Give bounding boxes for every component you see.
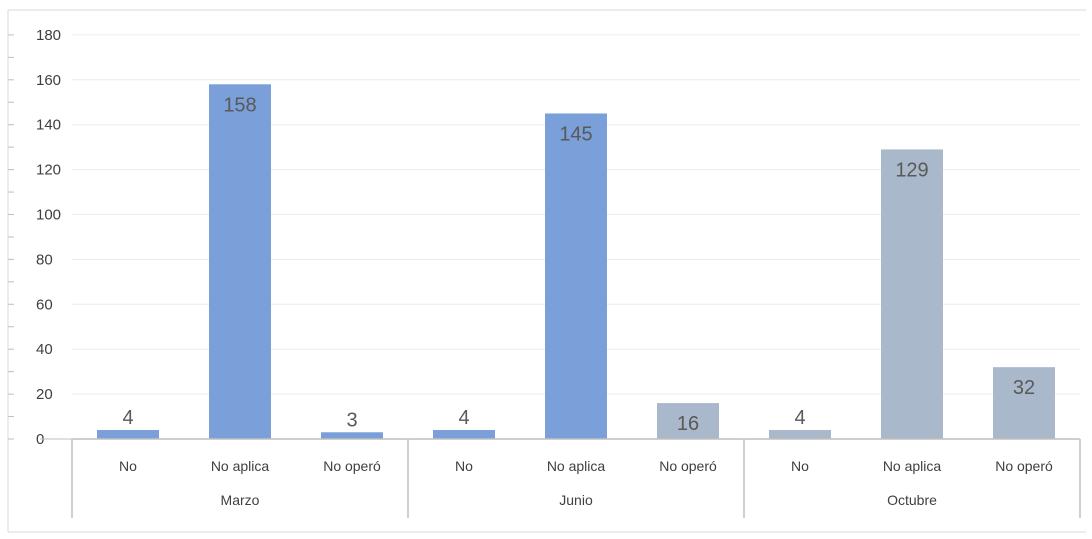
data-label: 32: [1013, 377, 1035, 399]
y-tick-label: 160: [36, 72, 61, 89]
bar: [321, 432, 383, 439]
group-label: Junio: [559, 492, 593, 508]
y-tick-label: 180: [36, 27, 61, 44]
category-label: No aplica: [211, 458, 270, 474]
bar: [881, 149, 943, 439]
group-label: Octubre: [887, 492, 937, 508]
y-tick-label: 20: [36, 386, 53, 403]
data-label: 3: [346, 409, 357, 431]
data-label: 4: [122, 407, 133, 429]
data-label: 4: [458, 407, 469, 429]
data-label: 145: [559, 123, 592, 145]
category-label: No aplica: [883, 458, 942, 474]
bar: [209, 84, 271, 439]
y-tick-label: 40: [36, 341, 53, 358]
category-label: No: [119, 458, 137, 474]
data-label: 16: [677, 413, 699, 435]
category-label: No operó: [995, 458, 1053, 474]
bars: 4 158 3 4 145 16 4 129 32: [97, 84, 1055, 439]
y-tick-label: 100: [36, 207, 61, 224]
bar: [545, 113, 607, 439]
data-label: 129: [895, 159, 928, 181]
bar: [993, 367, 1055, 439]
y-tick-label: 140: [36, 117, 61, 134]
chart-frame: [7, 9, 1086, 533]
category-label: No: [455, 458, 473, 474]
bar: [97, 430, 159, 439]
data-label: 4: [794, 407, 805, 429]
y-tick-label: 60: [36, 296, 53, 313]
category-label: No operó: [659, 458, 717, 474]
category-label: No aplica: [547, 458, 606, 474]
group-label: Marzo: [221, 492, 260, 508]
category-label: No: [791, 458, 809, 474]
data-label: 158: [223, 94, 256, 116]
bar: [769, 430, 831, 439]
y-tick-label: 80: [36, 251, 53, 268]
x-axis: No No aplica No operó Marzo No No aplica No op…: [40, 438, 1081, 518]
bar: [657, 403, 719, 439]
bar: [433, 430, 495, 439]
category-label: No operó: [323, 458, 381, 474]
y-tick-label: 120: [36, 162, 61, 179]
